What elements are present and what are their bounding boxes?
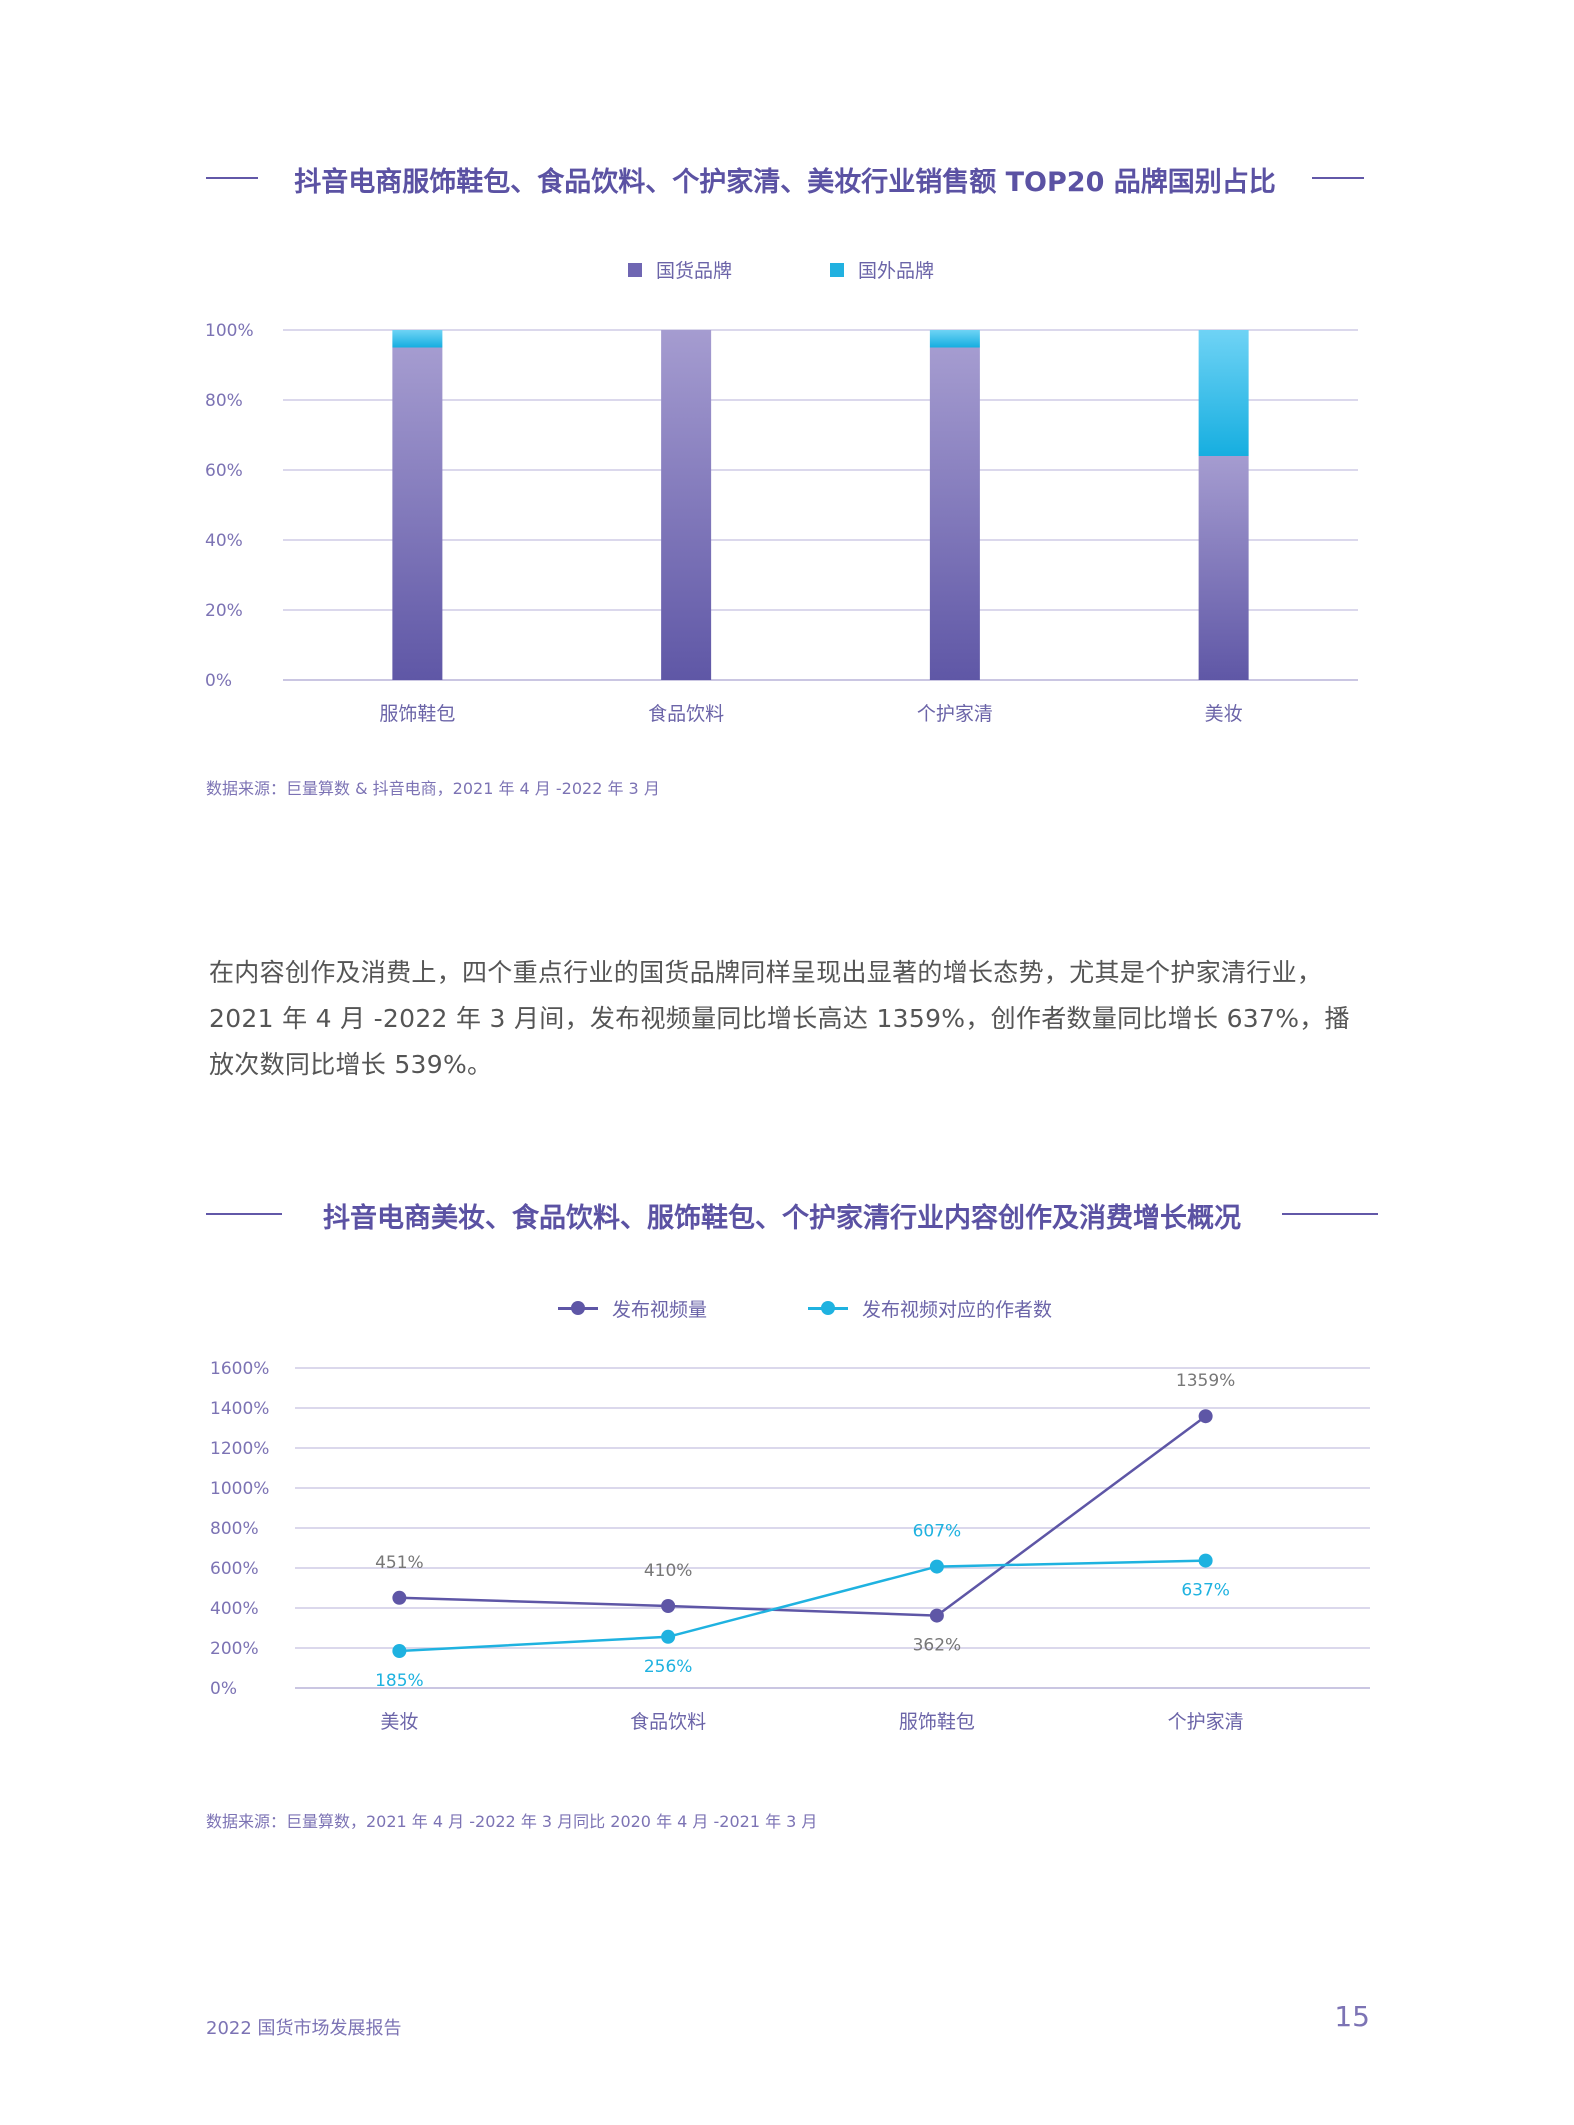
line-ytick-label: 1000% (210, 1479, 269, 1499)
footer-report-name: 2022 国货市场发展报告 (206, 2018, 402, 2039)
chart2-legend-creators: 发布视频对应的作者数 (808, 1295, 1052, 1322)
line-ytick-label: 1600% (210, 1359, 269, 1379)
chart1-legend-domestic: 国货品牌 (628, 256, 732, 283)
title-line-right-2 (1282, 1213, 1378, 1215)
chart1-source: 数据来源：巨量算数 & 抖音电商，2021 年 4 月 -2022 年 3 月 (206, 779, 660, 798)
legend-label-creators: 发布视频对应的作者数 (862, 1299, 1053, 1321)
bar-segment (929, 347, 980, 680)
bar-xtick-label: 个护家清 (917, 703, 993, 725)
data-label: 185% (375, 1671, 424, 1691)
bar-segment (1198, 456, 1249, 680)
legend-label-videos: 发布视频量 (612, 1299, 708, 1321)
bar-ytick-label: 20% (205, 601, 243, 621)
title-line-left-2 (206, 1213, 282, 1215)
series-point (1198, 1553, 1213, 1568)
series-point (661, 1599, 676, 1613)
data-label: 607% (913, 1522, 962, 1542)
bar-segment (392, 347, 443, 680)
bar-ytick-label: 0% (205, 671, 232, 691)
series-point (661, 1629, 676, 1644)
series-point (929, 1559, 944, 1574)
line-xtick-label: 服饰鞋包 (899, 1711, 975, 1733)
bar-ytick-label: 60% (205, 461, 243, 481)
bar-ytick-label: 40% (205, 531, 243, 551)
legend-swatch-domestic (628, 262, 642, 277)
bar-ytick-label: 100% (205, 321, 254, 341)
line-xtick-label: 食品饮料 (630, 1711, 706, 1733)
line-ytick-label: 200% (210, 1639, 259, 1659)
bar-segment (1198, 330, 1249, 456)
line-xtick-label: 个护家清 (1168, 1711, 1244, 1733)
line-ytick-label: 0% (210, 1679, 237, 1699)
series-point (929, 1608, 944, 1623)
series-point (392, 1644, 407, 1658)
bar-xtick-label: 食品饮料 (648, 703, 724, 725)
body-paragraph: 在内容创作及消费上，四个重点行业的国货品牌同样呈现出显著的增长态势，尤其是个护家… (209, 958, 1350, 1079)
data-label: 637% (1181, 1581, 1230, 1601)
chart2-title: 抖音电商美妆、食品饮料、服饰鞋包、个护家清行业内容创作及消费增长概况 (323, 1203, 1241, 1234)
title-line-left (206, 177, 258, 179)
series-point (392, 1590, 407, 1605)
legend-label-foreign: 国外品牌 (858, 260, 935, 282)
bar-segment (392, 330, 443, 348)
line-ytick-label: 1400% (210, 1399, 269, 1419)
line-xtick-label: 美妆 (380, 1711, 418, 1733)
data-label: 1359% (1176, 1371, 1235, 1391)
line-ytick-label: 400% (210, 1599, 259, 1619)
legend-line-creators (808, 1301, 848, 1315)
line-ytick-label: 600% (210, 1559, 259, 1579)
chart2-source: 数据来源：巨量算数，2021 年 4 月 -2022 年 3 月同比 2020 … (206, 1812, 818, 1831)
legend-label-domestic: 国货品牌 (656, 260, 733, 282)
bar-xtick-label: 美妆 (1205, 703, 1243, 725)
data-label: 410% (644, 1561, 693, 1581)
data-label: 451% (375, 1553, 424, 1573)
stacked-bar-chart: 0% 20% 40% 60% 80% 100% 服饰鞋包 食品饮料 个护家清 美妆 (205, 321, 1358, 725)
line-chart: 0% 200% 400% 600% 800% 1000% 1200% 1400% 1600% 4… (210, 1359, 1370, 1733)
legend-swatch-foreign (830, 262, 844, 277)
bar-segment (929, 330, 980, 348)
line-ytick-label: 1200% (210, 1439, 269, 1459)
chart1-title: 抖音电商服饰鞋包、食品饮料、个护家清、美妆行业销售额 TOP20 品牌国别占比 (294, 167, 1276, 198)
bar-segment (661, 330, 712, 680)
data-label: 362% (913, 1636, 962, 1656)
bar-ytick-label: 80% (205, 391, 243, 411)
chart1-legend-foreign: 国外品牌 (830, 256, 934, 283)
title-line-right (1312, 177, 1364, 179)
series-line (399, 1415, 1207, 1617)
chart2-legend-videos: 发布视频量 (558, 1295, 707, 1322)
series-point (1198, 1409, 1213, 1424)
page-number: 15 (1334, 2000, 1370, 2033)
legend-line-videos (558, 1301, 598, 1315)
series-line (399, 1559, 1206, 1653)
line-ytick-label: 800% (210, 1519, 259, 1539)
bar-xtick-label: 服饰鞋包 (379, 703, 455, 725)
data-label: 256% (644, 1657, 693, 1677)
